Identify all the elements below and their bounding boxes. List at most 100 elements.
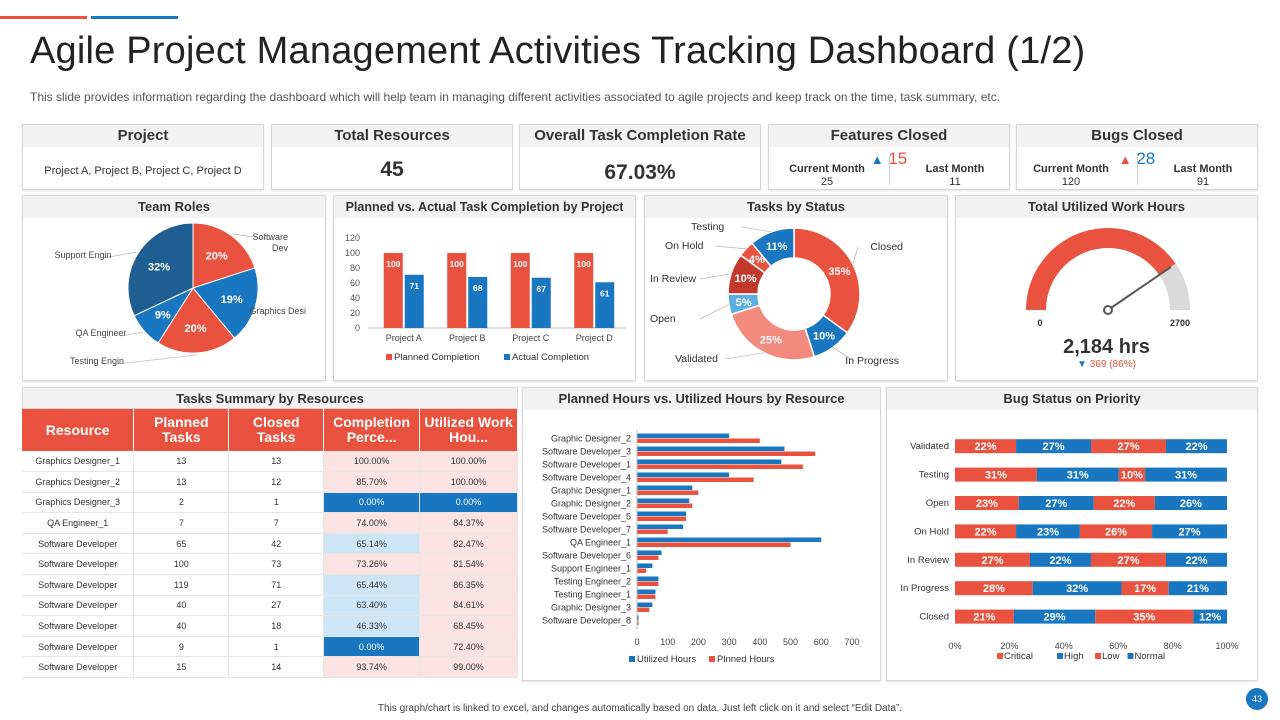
tasks-by-status-chart: 35% Closed 10% In Progress 25% Validated 5% Ope… (650, 221, 903, 367)
table-header-resource[interactable]: Resource (22, 409, 135, 451)
features-current: Current Month 25 (777, 163, 877, 189)
bug-status-panel: Bug Status on Priority Validated 22% 27% 27… (886, 387, 1258, 681)
utilized-hours-panel: Total Utilized Work Hours 0 2700 2,184 hr… (955, 195, 1258, 381)
legend-swatch-normal (1127, 653, 1134, 659)
bugs-current: Current Month 120 (1021, 163, 1121, 189)
bar-high-in-progress (1032, 581, 1122, 596)
table-cell: Software Developer (22, 656, 135, 679)
bug-status-chart: Validated 22% 27% 27% 22% Testing 31% 31% 10% 31%… (900, 439, 1239, 662)
legend-label-planned-completion: Planned Completion (394, 352, 480, 363)
completion-rate-card: Overall Task Completion Rate 67.03% (519, 124, 761, 190)
pie-category-graphics-desi: Graphics Desi (249, 306, 306, 316)
table-cell: 13 (133, 471, 230, 493)
bar-high-open (1018, 496, 1094, 510)
legend-swatch-actual-completion (504, 354, 510, 360)
table-cell: 100.00% (419, 451, 518, 473)
bar-label-low-open: 22% (1113, 498, 1135, 510)
bar-low-validated (1091, 439, 1166, 454)
bar-planned-completion-project-c (510, 253, 530, 328)
planned-vs-actual-title: Planned vs. Actual Task Completion by Pr… (334, 196, 635, 218)
table-header-closed-tasks[interactable]: Closed Tasks (228, 409, 325, 451)
bar-label-critical-in-review: 27% (981, 555, 1003, 567)
bar-utilized-hours-9 (637, 550, 662, 555)
bar-high-closed (1013, 609, 1096, 624)
legend-label-utilized-hours: Utilized Hours (637, 654, 696, 665)
x-tick-200: 200 (691, 637, 706, 647)
bar-actual-completion-project-c (531, 277, 551, 328)
bar-high-on-hold (1016, 524, 1080, 539)
bar-utilized-hours-13 (637, 602, 653, 607)
pie-category-qa-engineer: QA Engineer (75, 328, 126, 338)
planned-vs-utilized-chart: Graphic Designer_2 Software Developer_3 So… (542, 430, 860, 665)
legend-label-normal: Normal (1135, 651, 1166, 662)
bugs-last: Last Month 91 (1153, 163, 1253, 189)
bar-critical-open (955, 496, 1019, 510)
y-tick-60: 60 (350, 278, 360, 288)
bar-utilized-hours-4 (637, 485, 693, 490)
table-cell: Graphics Designer_1 (22, 451, 135, 473)
completion-rate-label: Overall Task Completion Rate (520, 125, 760, 147)
bar-plnned-hours-6 (637, 516, 687, 521)
bar-plnned-hours-9 (637, 555, 659, 560)
x-tick-project-c: Project C (512, 333, 550, 343)
y-tick-testing-engineer-2-11: Testing Engineer_2 (554, 577, 631, 587)
table-cell: Graphics Designer_3 (22, 492, 135, 514)
team-roles-title: Team Roles (23, 196, 325, 218)
table-cell: 18 (228, 615, 325, 637)
bar-label-low-closed: 35% (1133, 612, 1155, 624)
pie-category-testing-engin: Testing Engin (70, 356, 124, 366)
gauge-hub (1103, 305, 1113, 315)
legend-label-high: High (1064, 651, 1084, 662)
table-header-utilized-work-hou[interactable]: Utilized Work Hou... (419, 409, 518, 451)
page-number: 43 (1246, 688, 1268, 710)
table-cell: 46.33% (323, 615, 421, 637)
table-cell: 119 (133, 574, 230, 596)
table-header-planned-tasks[interactable]: Planned Tasks (133, 409, 230, 451)
bar-actual-completion-project-b (468, 277, 488, 328)
donut-category-closed: Closed (870, 241, 903, 253)
table-cell: 14 (228, 656, 325, 679)
bar-utilized-hours-14 (637, 615, 639, 620)
bar-label-actual-completion-project-b: 68 (473, 283, 483, 293)
legend-swatch-utilized-hours (629, 656, 635, 662)
project-card: Project Project A, Project B, Project C,… (22, 124, 264, 190)
donut-label-in-progress: 10% (813, 330, 835, 342)
table-cell: 68.45% (419, 615, 518, 637)
bar-label-planned-completion-project-a: 100 (386, 259, 400, 269)
y-tick-graphic-designer-3-13: Graphic Designer_3 (551, 603, 631, 613)
bar-label-normal-closed: 12% (1199, 612, 1221, 624)
pie-leader-qa-engineer (120, 331, 143, 337)
bar-utilized-hours-0 (637, 433, 730, 438)
legend-swatch-low (1095, 653, 1101, 659)
table-cell: 99.00% (419, 656, 518, 679)
pie-category-support-engin: Support Engin (54, 250, 111, 260)
bar-low-closed (1095, 609, 1194, 624)
features-current-label: Current Month (789, 163, 865, 175)
table-row: Graphics Designer_3 2 1 0.00% 0.00% (22, 492, 518, 514)
table-header-completion-perce[interactable]: Completion Perce... (323, 409, 421, 451)
table-cell: 15 (133, 656, 230, 679)
table-cell: 40 (133, 615, 230, 637)
bar-actual-completion-project-d (595, 282, 615, 328)
table-row: Graphics Designer_2 13 12 85.70% 100.00% (22, 471, 518, 493)
table-cell: 7 (133, 512, 230, 534)
table-cell: 7 (228, 512, 325, 534)
x-tick-60: 60% (1109, 641, 1127, 651)
table-cell: Software Developer (22, 595, 135, 617)
table-cell: Software Developer (22, 553, 135, 576)
table-cell: 27 (228, 595, 325, 617)
table-cell: 1 (228, 492, 325, 514)
donut-leader-in-progress (832, 347, 855, 362)
tasks-summary-panel: Tasks Summary by Resources Resource Plann… (22, 387, 518, 681)
bar-label-high-validated: 27% (1043, 441, 1065, 453)
bar-utilized-hours-3 (637, 472, 730, 477)
pie-label-software-dev: 20% (206, 250, 228, 262)
x-tick-500: 500 (783, 637, 798, 647)
y-tick-graphic-designer-2-0: Graphic Designer_2 (551, 434, 631, 444)
table-cell: 84.37% (419, 512, 518, 534)
planned-vs-actual-panel: Planned vs. Actual Task Completion by Pr… (333, 195, 636, 381)
bar-planned-completion-project-a (383, 253, 403, 328)
table-cell: Software Developer (22, 636, 135, 658)
table-cell: Graphics Designer_2 (22, 471, 135, 493)
